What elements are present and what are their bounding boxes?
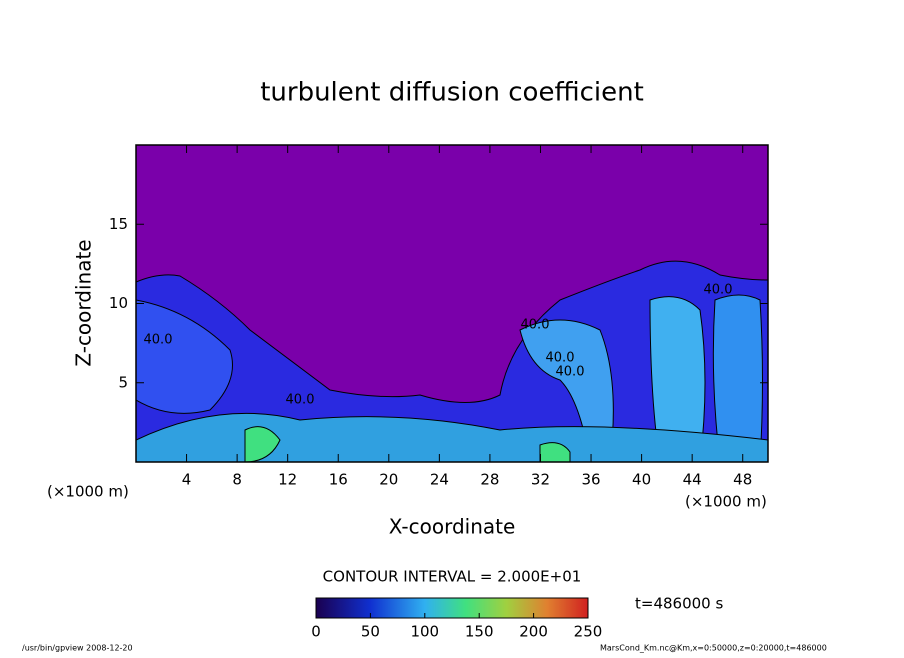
y-unit: (×1000 m) — [47, 483, 129, 501]
chart-title: turbulent diffusion coefficient — [260, 78, 644, 108]
x-tick-label: 16 — [329, 471, 348, 489]
contour-label: 40.0 — [144, 333, 173, 348]
x-tick-label: 24 — [430, 471, 449, 489]
contour-label: 40.0 — [521, 318, 550, 333]
footer-right: MarsCond_Km.nc@Km,x=0:50000,z=0:20000,t=… — [600, 644, 827, 653]
x-tick-label: 28 — [480, 471, 499, 489]
contour-label: 40.0 — [704, 283, 733, 298]
field — [136, 145, 768, 462]
footer-left: /usr/bin/gpview 2008-12-20 — [22, 644, 133, 653]
colorbar — [315, 597, 589, 619]
x-tick-label: 8 — [232, 471, 242, 489]
contour-label: 40.0 — [286, 393, 315, 408]
x-tick-label: 48 — [733, 471, 752, 489]
x-tick-label: 4 — [182, 471, 192, 489]
colorbar-tick-label: 50 — [361, 623, 380, 641]
colorbar-tick-label: 100 — [410, 623, 439, 641]
y-tick-label: 10 — [109, 294, 128, 312]
x-tick-label: 44 — [683, 471, 702, 489]
contour-label: 40.0 — [556, 365, 585, 380]
colorbar-tick-label: 150 — [465, 623, 494, 641]
x-tick-label: 20 — [379, 471, 398, 489]
colorbar-tick-label: 200 — [519, 623, 548, 641]
colorbar-tick-label: 250 — [574, 623, 603, 641]
x-axis-label: X-coordinate — [389, 515, 516, 539]
x-unit: (×1000 m) — [685, 493, 767, 511]
x-tick-label: 36 — [581, 471, 600, 489]
y-tick-label: 15 — [109, 215, 128, 233]
y-axis-label: Z-coordinate — [72, 239, 96, 366]
colorbar-tick-label: 0 — [311, 623, 321, 641]
x-tick-label: 12 — [278, 471, 297, 489]
x-tick-label: 32 — [531, 471, 550, 489]
time-label: t=486000 s — [635, 595, 723, 613]
contour-interval: CONTOUR INTERVAL = 2.000E+01 — [323, 568, 582, 586]
contour-label: 40.0 — [546, 351, 575, 366]
x-tick-label: 40 — [632, 471, 651, 489]
y-tick-label: 5 — [118, 373, 128, 391]
